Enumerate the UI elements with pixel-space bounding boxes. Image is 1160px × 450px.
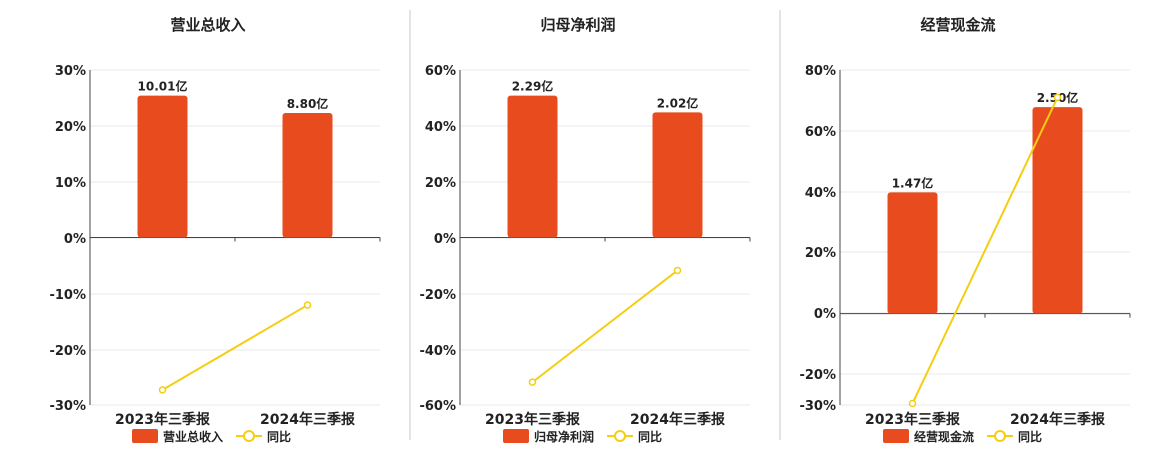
y-tick-label: -60% xyxy=(419,399,456,414)
yoy-point xyxy=(908,399,917,408)
legend-bar-label: 经营现金流 xyxy=(914,429,974,444)
yoy-point xyxy=(528,378,537,386)
y-tick-label: 20% xyxy=(425,176,456,191)
yoy-line xyxy=(161,304,309,391)
legend-bar-label: 归母净利润 xyxy=(534,429,594,444)
legend-line-marker xyxy=(614,430,626,442)
bar xyxy=(137,95,188,238)
bar-value-label: 1.47亿 xyxy=(892,175,934,190)
y-tick-label: 20% xyxy=(805,246,836,261)
y-tick-label: 0% xyxy=(434,232,456,247)
y-tick-label: 40% xyxy=(425,120,456,135)
bar xyxy=(887,192,938,314)
x-category-label: 2023年三季报 xyxy=(115,411,210,428)
y-tick-label: 60% xyxy=(805,125,836,140)
y-tick-label: 20% xyxy=(55,120,86,135)
y-tick-label: 80% xyxy=(805,64,836,79)
y-tick-label: 10% xyxy=(55,176,86,191)
bar xyxy=(507,95,558,238)
legend-bar-swatch xyxy=(883,429,909,443)
yoy-point xyxy=(158,386,167,394)
y-tick-label: -30% xyxy=(799,399,836,414)
y-tick-label: -30% xyxy=(49,399,86,414)
y-tick-label: -20% xyxy=(799,368,836,383)
chart-title: 归母净利润 xyxy=(540,16,615,34)
yoy-line xyxy=(531,269,679,383)
legend-bar-swatch xyxy=(503,429,529,443)
chart-panel-2: 归母净利润 60% 40% 20% 0% -20% -40% -60% 2.29亿 2.02亿 20… xyxy=(419,16,751,444)
x-category-label: 2024年三季报 xyxy=(260,411,355,428)
bar-value-label: 2.02亿 xyxy=(657,95,699,110)
legend-bar-swatch xyxy=(132,429,158,443)
legend-line-label: 同比 xyxy=(267,429,291,444)
x-category-label: 2023年三季报 xyxy=(485,411,580,428)
bar-value-label: 8.80亿 xyxy=(287,96,329,111)
y-tick-label: 60% xyxy=(425,64,456,79)
y-tick-label: -10% xyxy=(49,288,86,303)
x-category-label: 2024年三季报 xyxy=(1010,411,1105,428)
y-tick-label: 40% xyxy=(805,186,836,201)
bar xyxy=(652,112,703,238)
yoy-line xyxy=(911,96,1059,404)
yoy-point xyxy=(1053,93,1062,102)
chart-title: 营业总收入 xyxy=(170,16,245,34)
yoy-point xyxy=(303,301,312,309)
y-tick-label: -20% xyxy=(49,344,86,359)
x-category-label: 2023年三季报 xyxy=(865,411,960,428)
y-tick-label: 30% xyxy=(55,64,86,79)
legend-bar-label: 营业总收入 xyxy=(163,429,223,444)
chart-panel-1: 营业总收入 30% 20% 10% 0% -10% -20% -30% 10.01亿 8.80亿 2… xyxy=(49,16,381,444)
legend-line-label: 同比 xyxy=(1018,429,1042,444)
chart-title: 经营现金流 xyxy=(920,16,995,34)
bar xyxy=(282,112,333,238)
y-tick-label: -20% xyxy=(419,288,456,303)
yoy-point xyxy=(673,266,682,275)
x-category-label: 2024年三季报 xyxy=(630,411,725,428)
chart-panel-3: 经营现金流80%60%40%20%0%-20%-30%1.47亿2.50亿202… xyxy=(799,16,1131,444)
legend-line-marker xyxy=(243,430,255,442)
y-tick-label: -40% xyxy=(419,344,456,359)
y-tick-label: 0% xyxy=(64,232,86,247)
bar-value-label: 2.29亿 xyxy=(512,79,554,94)
y-tick-label: 0% xyxy=(814,307,836,322)
legend-line-label: 同比 xyxy=(638,429,662,444)
bar-value-label: 10.01亿 xyxy=(138,79,188,94)
legend-line-marker xyxy=(994,430,1006,442)
bar xyxy=(1032,107,1083,314)
